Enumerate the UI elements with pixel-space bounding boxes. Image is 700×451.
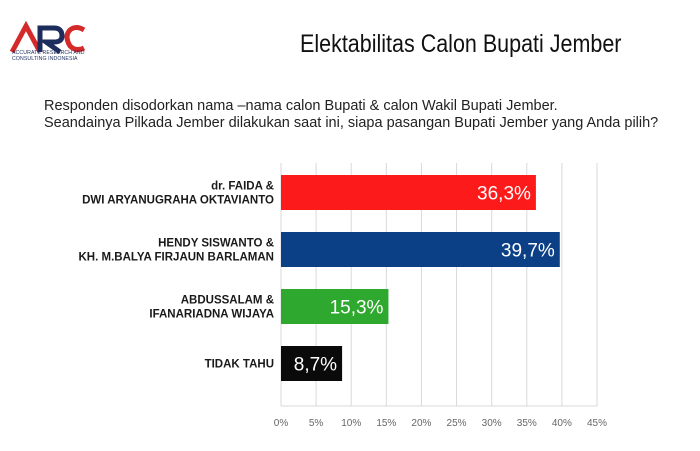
category-label: HENDY SISWANTO & xyxy=(158,238,274,250)
category-label: ABDUSSALAM & xyxy=(181,295,274,307)
survey-question: Responden disodorkan nama –nama calon Bu… xyxy=(44,98,684,132)
x-tick-label: 30% xyxy=(482,418,502,429)
x-tick-label: 15% xyxy=(376,418,396,429)
bar-value-label: 8,7% xyxy=(294,355,337,376)
bar xyxy=(281,346,343,381)
x-tick-label: 45% xyxy=(587,418,607,429)
x-tick-label: 5% xyxy=(309,418,324,429)
x-tick-label: 10% xyxy=(341,418,361,429)
category-label: DWI ARYANUGRAHA OKTAVIANTO xyxy=(82,195,274,207)
category-label: TIDAK TAHU xyxy=(205,359,274,371)
bar-value-label: 15,3% xyxy=(330,298,384,319)
x-tick-label: 35% xyxy=(517,418,537,429)
logo-mark-a xyxy=(10,20,43,54)
category-label: IFANARIADNA WIJAYA xyxy=(149,309,274,321)
question-line-1: Responden disodorkan nama –nama calon Bu… xyxy=(44,98,558,114)
logo-subtitle: ACCURATE RESEARCH AND CONSULTING INDONES… xyxy=(12,50,85,62)
logo-mark-c xyxy=(64,25,86,53)
bar-value-label: 36,3% xyxy=(477,184,531,205)
x-tick-label: 0% xyxy=(274,418,289,429)
bar xyxy=(281,289,389,324)
question-line-2: Seandainya Pilkada Jember dilakukan saat… xyxy=(44,115,659,131)
arc-logo xyxy=(10,20,86,55)
x-tick-label: 20% xyxy=(411,418,431,429)
x-tick-label: 40% xyxy=(552,418,572,429)
bar xyxy=(281,232,560,267)
page-title: Elektabilitas Calon Bupati Jember xyxy=(300,30,622,58)
bar-value-label: 39,7% xyxy=(501,241,555,262)
category-label: dr. FAIDA & xyxy=(211,181,274,193)
category-label: KH. M.BALYA FIRJAUN BARLAMAN xyxy=(78,252,274,264)
x-tick-label: 25% xyxy=(447,418,467,429)
bar xyxy=(281,175,536,210)
logo-mark-r xyxy=(37,25,65,55)
